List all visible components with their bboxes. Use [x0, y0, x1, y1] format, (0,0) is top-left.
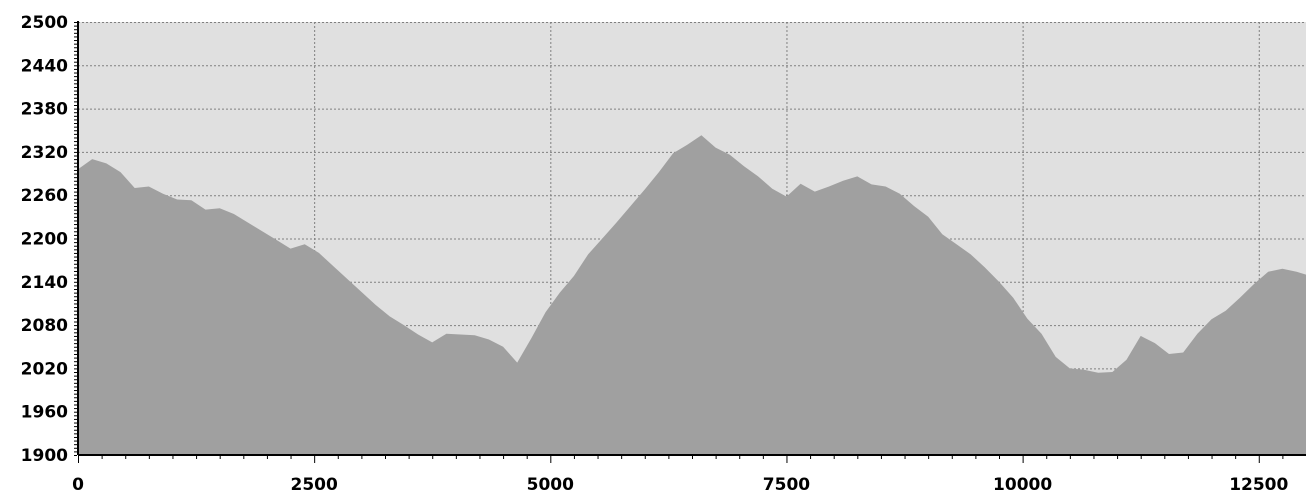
x-tick-label: 5000 — [527, 475, 574, 495]
x-tick-label: 0 — [72, 475, 84, 495]
x-tick-label: 2500 — [290, 475, 337, 495]
y-tick-label: 2440 — [21, 56, 68, 76]
y-minor-ticks — [74, 22, 77, 456]
y-tick-label: 2320 — [21, 143, 68, 163]
y-tick-label: 1900 — [21, 446, 68, 466]
x-axis-tick-labels: 0 2500 5000 7500 10000 12500 — [72, 475, 1288, 495]
y-tick-label: 2260 — [21, 186, 68, 206]
x-minor-ticks — [78, 455, 1284, 463]
y-tick-label: 2020 — [21, 359, 68, 379]
y-tick-label: 2140 — [21, 273, 68, 293]
y-tick-label: 2200 — [21, 230, 68, 250]
y-tick-label: 2500 — [21, 13, 68, 33]
y-tick-label: 2080 — [21, 316, 68, 336]
y-tick-label: 1960 — [21, 403, 68, 423]
y-axis-tick-labels: 1900 1960 2020 2080 2140 2200 2260 2320 2380 2440… — [21, 13, 68, 466]
x-tick-label: 7500 — [763, 475, 810, 495]
elevation-area — [78, 135, 1306, 456]
y-tick-label: 2380 — [21, 100, 68, 120]
x-tick-label: 12500 — [1229, 475, 1288, 495]
x-tick-label: 10000 — [993, 475, 1052, 495]
